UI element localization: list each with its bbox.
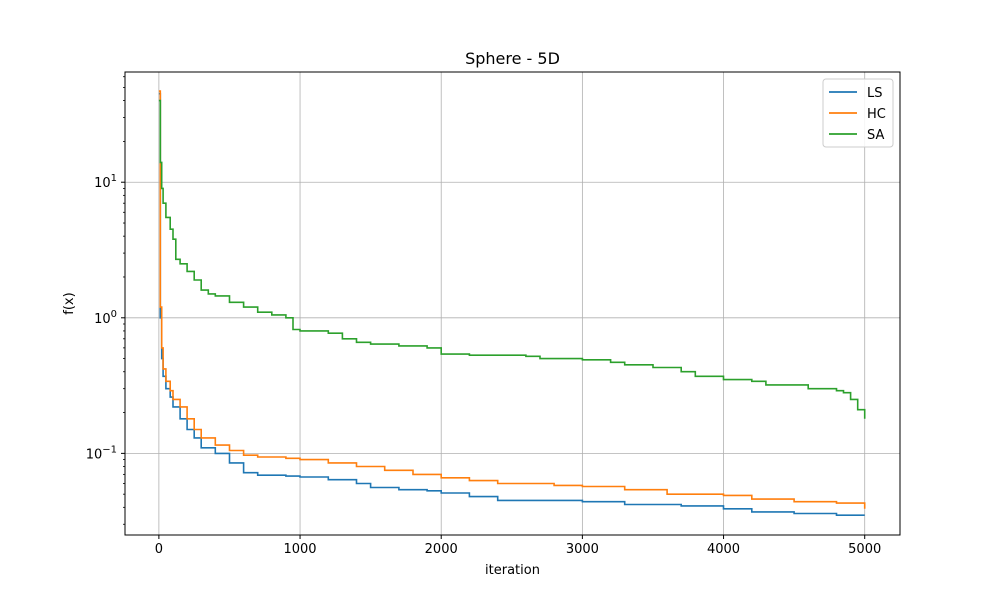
legend-label-hc: HC [867, 107, 886, 122]
chart-title: Sphere - 5D [465, 49, 560, 68]
legend-label-sa: SA [867, 128, 884, 143]
grid-lines [125, 72, 900, 535]
x-tick-label: 4000 [707, 542, 740, 557]
series-line-sa [158, 99, 866, 419]
x-axis-ticks: 0 1000 2000 3000 4000 5000 [155, 535, 881, 557]
x-tick-label: 0 [155, 542, 163, 557]
series-line-ls [158, 92, 865, 516]
legend-box [822, 78, 894, 148]
plot-frame [124, 71, 901, 536]
legend: LS HC SA [822, 78, 894, 148]
x-tick-label: 2000 [425, 542, 458, 557]
y-axis-label: f(x) [62, 292, 77, 314]
legend-label-ls: LS [867, 86, 883, 101]
x-axis-label: iteration [485, 563, 540, 578]
x-tick-label: 3000 [566, 542, 599, 557]
series-line-hc [158, 90, 866, 509]
x-tick-label: 5000 [848, 542, 881, 557]
x-tick-label: 1000 [283, 542, 316, 557]
series-lines [158, 90, 866, 516]
